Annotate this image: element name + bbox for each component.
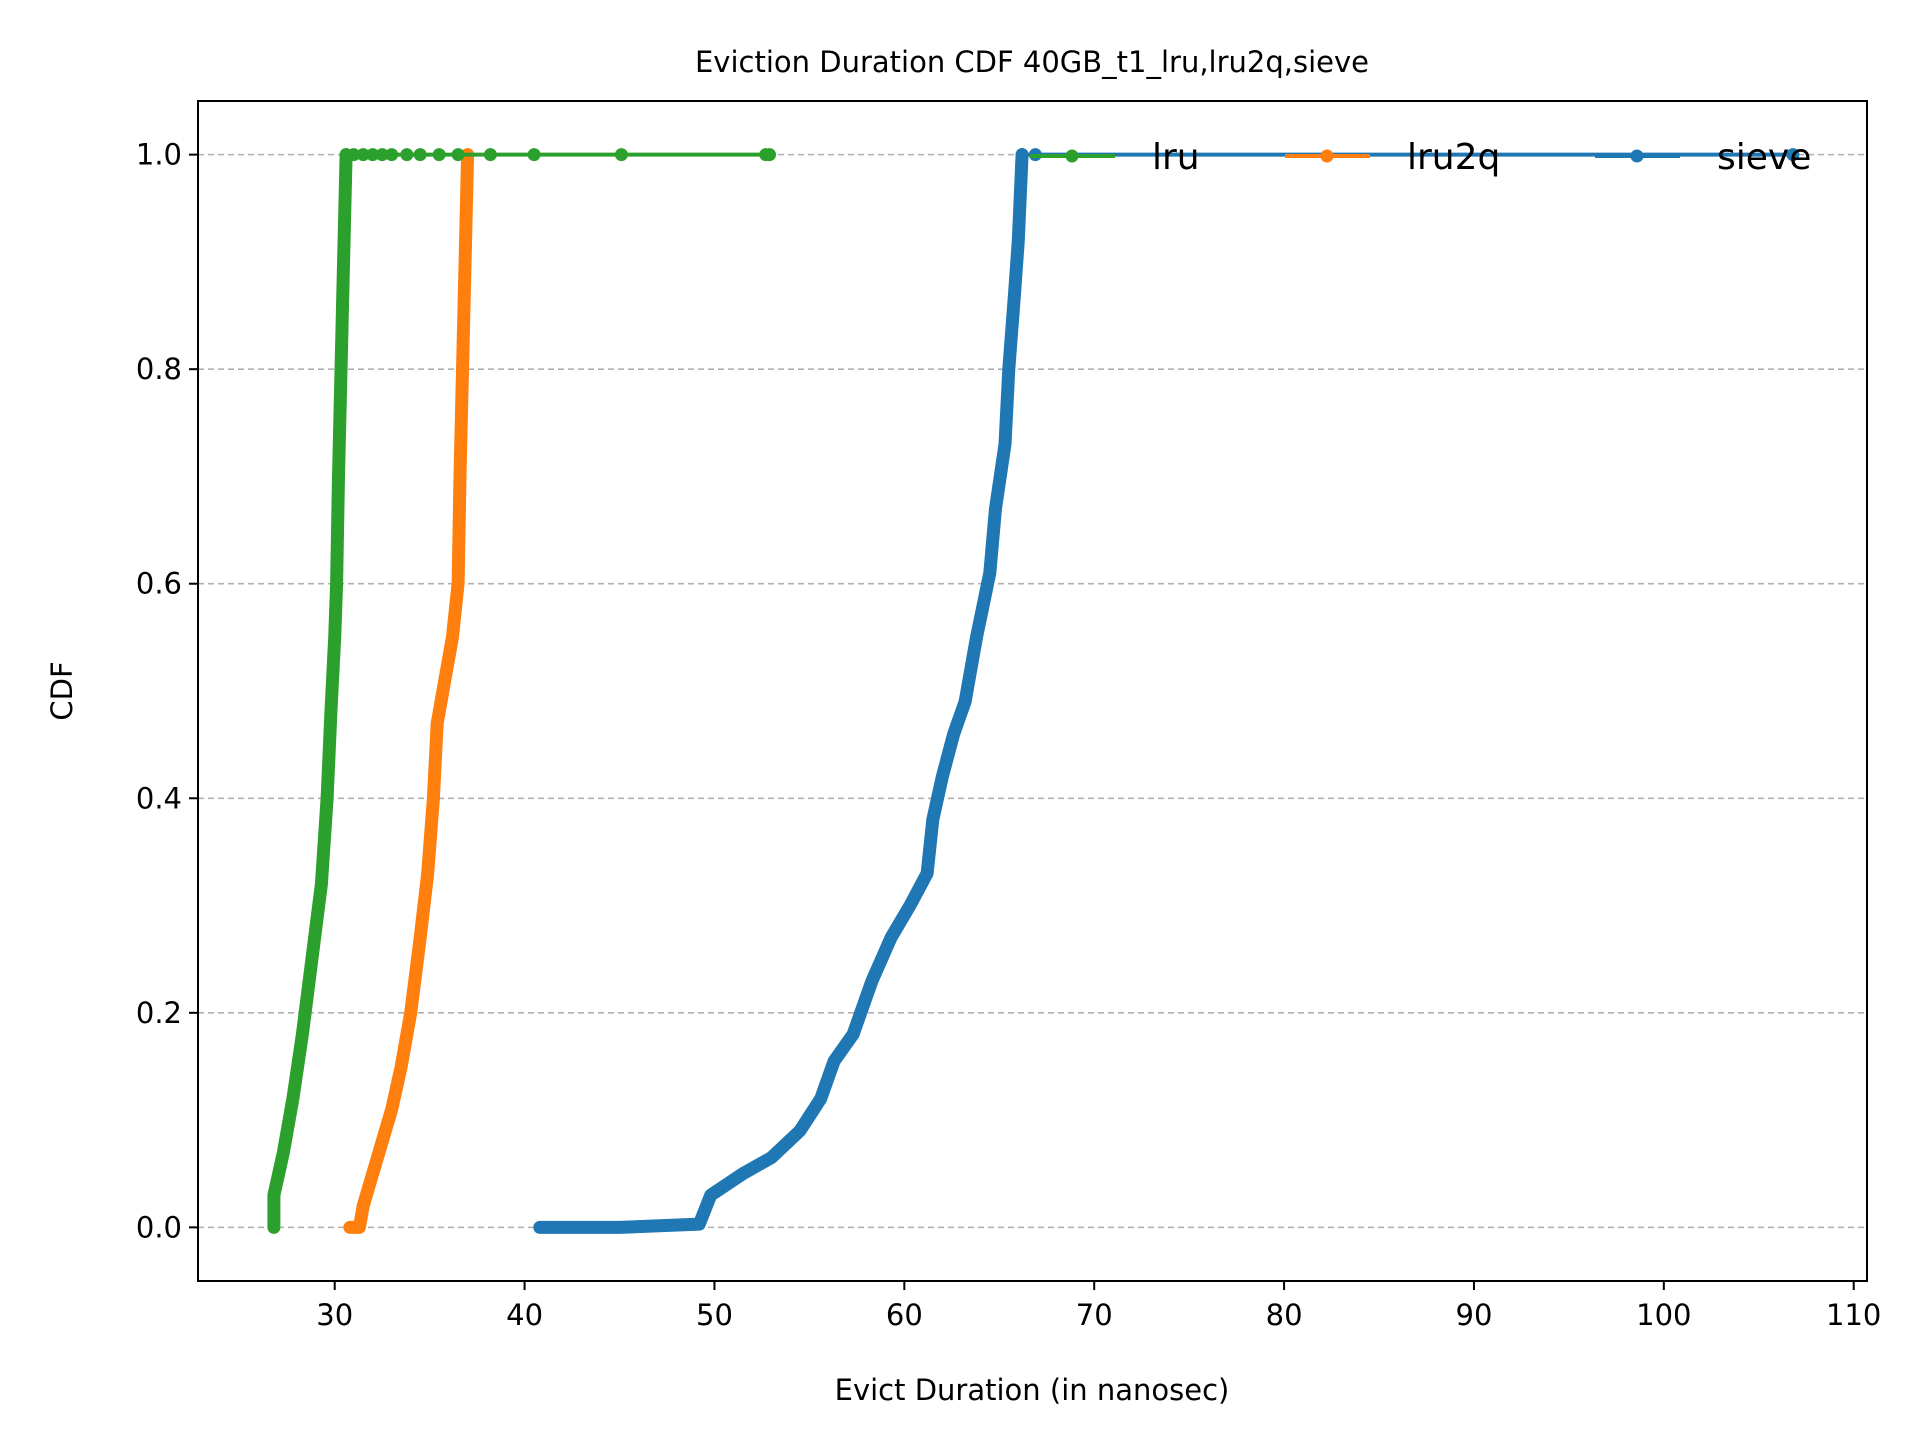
series-lru-point (763, 148, 777, 162)
x-tick-label: 30 (316, 1298, 353, 1332)
legend-item-sieve: sieve (1595, 137, 1811, 178)
series-sieve-point (1786, 148, 1800, 162)
legend-marker-lru2q (1320, 149, 1334, 163)
series-sieve (533, 148, 1800, 1234)
y-axis-label: CDF (45, 661, 79, 720)
series-layer (267, 148, 1800, 1234)
x-tick-label: 100 (1636, 1298, 1691, 1332)
series-lru-point (356, 148, 370, 162)
series-lru-point (483, 148, 497, 162)
series-lru-point (400, 148, 414, 162)
x-tick-label: 50 (696, 1298, 733, 1332)
x-tick-label: 40 (506, 1298, 543, 1332)
legend: lru lru2q sieve (1030, 137, 1811, 178)
x-tick-label: 90 (1456, 1298, 1493, 1332)
series-lru2q-line (343, 148, 475, 1234)
legend-marker-lru (1065, 149, 1079, 163)
series-lru (267, 148, 777, 1234)
series-lru-point (413, 148, 427, 162)
series-lru-point (451, 148, 465, 162)
x-tick-label: 80 (1266, 1298, 1303, 1332)
x-tick-label: 60 (886, 1298, 923, 1332)
legend-marker-sieve (1630, 149, 1644, 163)
y-tick-label: 1.0 (136, 138, 182, 172)
series-lru-point (385, 148, 399, 162)
legend-label-lru2q: lru2q (1407, 137, 1500, 178)
series-lru-point (347, 148, 361, 162)
series-lru2q (343, 148, 475, 1234)
x-tick-label: 110 (1826, 1298, 1881, 1332)
y-tick-label: 0.4 (136, 781, 182, 815)
legend-label-sieve: sieve (1717, 137, 1811, 178)
series-lru-point (375, 148, 389, 162)
x-tick-label: 70 (1076, 1298, 1113, 1332)
y-tick-label: 0.0 (136, 1210, 182, 1244)
series-lru-point (366, 148, 380, 162)
series-lru-point (614, 148, 628, 162)
series-lru-line (267, 148, 353, 1234)
x-axis-ticks: 30 40 50 60 70 80 90 100 110 (316, 1281, 1881, 1332)
y-tick-label: 0.6 (136, 567, 182, 601)
chart-title: Eviction Duration CDF 40GB_t1_lru,lru2q,… (695, 45, 1369, 79)
legend-item-lru2q: lru2q (1285, 137, 1500, 178)
legend-label-lru: lru (1152, 137, 1200, 178)
series-lru-point (432, 148, 446, 162)
series-sieve-line (533, 148, 1029, 1234)
x-axis-label: Evict Duration (in nanosec) (835, 1373, 1230, 1407)
series-lru-point (527, 148, 541, 162)
y-tick-label: 0.2 (136, 996, 182, 1030)
legend-item-lru: lru (1030, 137, 1200, 178)
y-tick-label: 0.8 (136, 352, 182, 386)
plot-frame (197, 100, 1868, 1282)
y-axis-ticks: 0.0 0.2 0.4 0.6 0.8 1.0 (136, 138, 198, 1244)
series-sieve-point (1015, 148, 1029, 162)
